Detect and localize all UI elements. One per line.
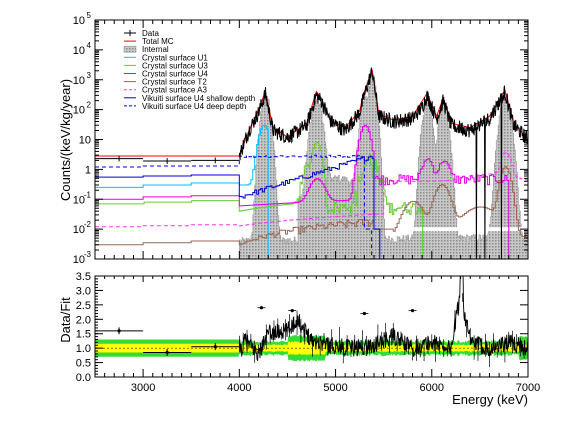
x-tick-label-1: 4000 [227,382,251,394]
legend-label-7: Crystal surface A3 [142,86,207,95]
y-tick-exp-1: -2 [84,220,92,229]
y-tick-label-7: 10 [73,45,85,57]
y-tick-label-4: 10 [79,135,91,147]
legend-label-1: Total MC [142,37,174,46]
legend-label-9: Vikuiti surface U4 deep depth [142,102,246,111]
ratio-data [238,276,528,361]
y-tick-exp-7: 4 [87,41,92,50]
x-axis-label: Energy (keV) [452,392,528,407]
ratio-y-tick-label-4: 2.0 [76,314,91,326]
ratio-y-axis-label: Data/Fit [58,297,73,343]
x-tick-label-3: 6000 [420,382,444,394]
ratio-panel: 0.0 0.5 1.0 1.5 2.0 2.5 3.0 3.5 3000 4000 5000 6000… [58,271,540,407]
legend-label-6: Crystal surface T2 [142,78,207,87]
x-tick-label-4: 7000 [516,382,540,394]
ratio-y-tick-label-0: 0.0 [76,372,91,384]
ratio-y-tick-label-7: 3.5 [76,271,91,283]
y-tick-label-0: 10 [73,254,85,266]
y-tick-label-1: 10 [73,224,85,236]
series-u4 [95,124,510,259]
y-tick-label-5: 10 [73,105,85,117]
y-tick-exp-5: 2 [87,101,92,110]
spectrum-y-axis-label: Counts/(keV/kg/year) [58,79,73,201]
ratio-lowbin-marker-1 [165,350,169,355]
x-tick-label-2: 5000 [323,382,347,394]
ratio-y-tick-label-1: 0.5 [76,358,91,370]
series-u1 [95,125,269,259]
ratio-y-tick-label-2: 1.0 [76,343,91,355]
x-tick-label-0: 3000 [131,382,155,394]
series-t2 [95,166,528,246]
y-tick-label-2: 10 [73,194,85,206]
series-a3 [95,152,528,228]
internal-gap [412,227,528,232]
y-tick-exp-0: -3 [84,250,92,259]
y-tick-exp-6: 3 [87,71,92,80]
ratio-y-tick-label-5: 2.5 [76,300,91,312]
ratio-lowbin-marker-2 [213,345,217,349]
legend-label-5: Crystal surface U4 [142,70,208,79]
legend-swatch-internal [123,45,137,53]
y-tick-exp-2: -1 [84,190,92,199]
ratio-lowbin-marker-0 [117,329,121,333]
legend-label-3: Crystal surface U1 [142,53,208,62]
series-u3 [95,141,424,259]
series-vikuiti-deep [95,154,373,259]
ratio-y-tick-label-3: 1.5 [76,329,91,341]
series-vikuiti-shallow [95,155,381,259]
y-tick-exp-8: 5 [87,11,92,20]
internal-hist [238,74,528,259]
y-tick-label-3: 1 [85,164,91,176]
legend-label-2: Internal [142,45,169,54]
legend-label-8: Vikuiti surface U4 shallow depth [142,94,255,103]
y-tick-label-8: 10 [73,15,85,27]
y-tick-label-6: 10 [73,75,85,87]
series-data [238,67,528,259]
ratio-y-tick-label-6: 3.0 [76,285,91,297]
ratio-plot-frame [94,275,529,378]
legend-label-0: Data [142,29,159,38]
legend-label-4: Crystal surface U3 [142,61,208,70]
